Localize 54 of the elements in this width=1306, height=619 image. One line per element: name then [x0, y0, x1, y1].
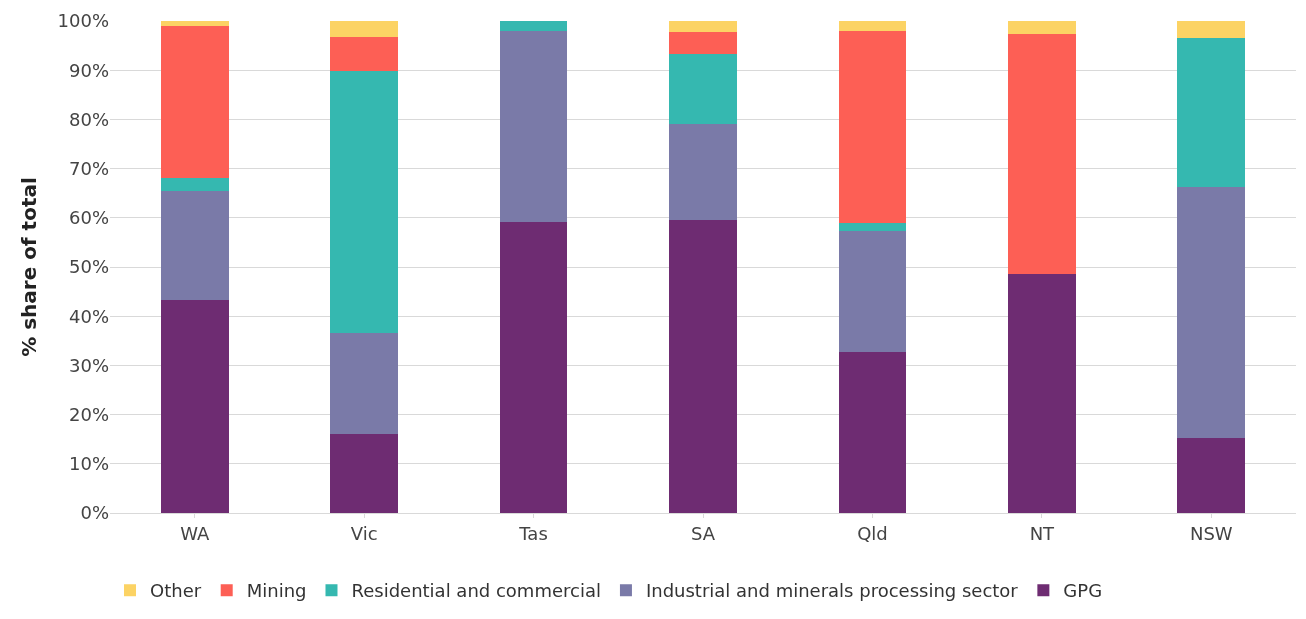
- y-axis-title: % share of total: [17, 177, 42, 357]
- bar: [499, 30, 568, 222]
- bar: [669, 220, 737, 513]
- y-tick-label: 80%: [68, 108, 109, 130]
- bar: [330, 333, 399, 435]
- legend-label: GPG: [1063, 580, 1103, 602]
- y-tick-label: 0%: [80, 502, 109, 524]
- bar: [330, 434, 399, 513]
- bar: [669, 54, 737, 125]
- bar: [669, 124, 737, 221]
- bar: [669, 21, 737, 32]
- bar: [160, 178, 229, 191]
- x-tick-label: Vic: [350, 522, 378, 544]
- legend-label: Industrial and minerals processing sector: [645, 580, 1019, 602]
- bar: [669, 31, 737, 55]
- y-tick-label: 10%: [68, 453, 109, 475]
- y-tick-label: 60%: [68, 207, 109, 229]
- bar: [499, 21, 568, 31]
- bar: [838, 230, 907, 353]
- y-tick-label: 100%: [57, 10, 109, 32]
- bar: [330, 37, 399, 72]
- x-tick-label: SA: [690, 522, 716, 544]
- bar: [1177, 21, 1246, 38]
- bar: [160, 190, 229, 300]
- bar: [838, 222, 907, 231]
- bar: [1177, 438, 1246, 513]
- x-tick-label: NSW: [1189, 522, 1233, 544]
- y-tick-label: 30%: [68, 354, 109, 376]
- x-tick-label: WA: [180, 522, 210, 544]
- bar: [838, 352, 907, 513]
- legend-label: Mining: [246, 580, 307, 602]
- y-tick-label: 50%: [68, 256, 109, 278]
- bar: [838, 30, 907, 223]
- bar: [1177, 187, 1246, 439]
- bar: [330, 71, 399, 334]
- bar: [499, 221, 568, 513]
- x-tick-label: Qld: [857, 522, 888, 544]
- bar: [160, 299, 229, 513]
- y-tick-label: 40%: [68, 305, 109, 327]
- legend-label: Residential and commercial: [351, 580, 601, 602]
- bar: [160, 21, 229, 26]
- x-tick-label: NT: [1029, 522, 1056, 544]
- bar: [838, 21, 907, 31]
- bar: [1007, 274, 1076, 513]
- bar: [1007, 34, 1076, 275]
- bar: [1177, 37, 1246, 188]
- bar: [1007, 21, 1076, 35]
- x-tick-label: Tas: [518, 522, 548, 544]
- y-tick-label: 70%: [68, 157, 109, 179]
- legend-label: Other: [150, 580, 202, 602]
- y-tick-label: 20%: [68, 403, 109, 425]
- bar: [160, 25, 229, 179]
- bar: [330, 21, 399, 38]
- y-tick-label: 90%: [68, 59, 109, 81]
